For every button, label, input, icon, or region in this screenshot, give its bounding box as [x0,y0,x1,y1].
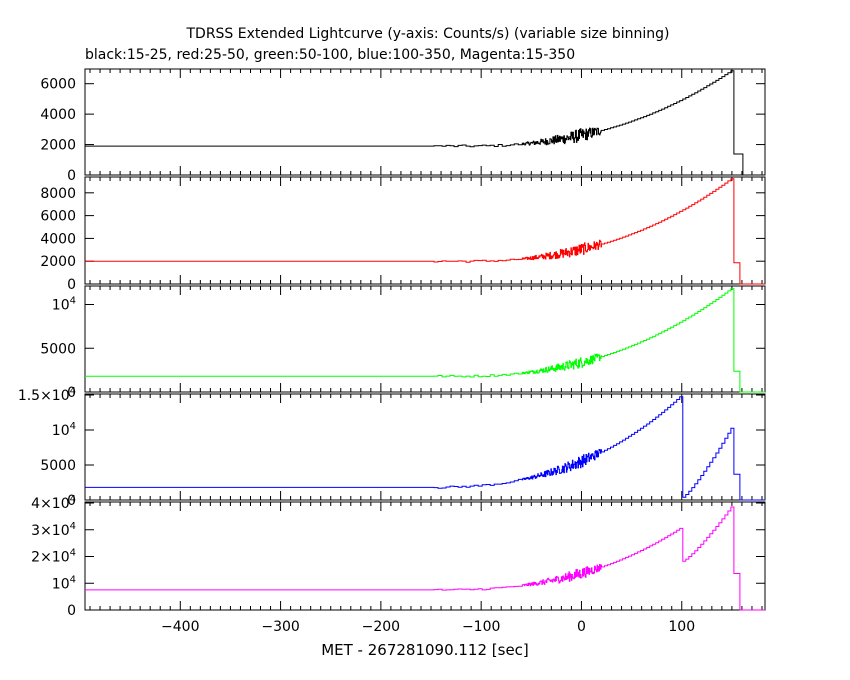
y-tick-label: 0 [67,168,76,184]
y-tick-label: 4000 [40,107,76,123]
y-tick-label: 2×104 [31,548,76,566]
panel-frame [84,285,766,393]
y-tick-label: 8000 [40,186,76,202]
y-tick-label: 104 [52,296,76,314]
y-tick-label: 6000 [40,209,76,225]
chart-subtitle: black:15-25, red:25-50, green:50-100, bl… [85,47,575,63]
panel-frame [84,176,766,285]
y-tick-label: 0 [67,277,76,293]
y-tick-label: 0 [67,385,76,401]
x-axis-label: MET - 267281090.112 [sec] [321,641,529,659]
x-tick-label: 0 [577,619,586,635]
y-tick-label: 4×104 [31,494,76,512]
x-tick-label: 100 [668,619,695,635]
x-tick-label: −300 [261,619,299,635]
panel-4: 0 5000 104 1.5×104 [18,386,766,509]
y-tick-label: 3×104 [31,521,76,539]
lightcurve-series [85,396,765,501]
panel-3: 0 5000 104 [40,285,766,401]
lightcurve-series [85,506,765,611]
x-tick-label: −100 [462,619,500,635]
y-tick-label: 0 [67,493,76,509]
panel-1: 0 2000 4000 6000 [40,68,766,184]
panel-5: 0 104 2×104 3×104 4×104 [31,494,766,619]
y-tick-label: 0 [67,603,76,619]
x-tick-label: −400 [161,619,199,635]
x-tick-label: −200 [362,619,400,635]
panel-frame [84,501,766,611]
y-tick-label: 2000 [40,254,76,270]
lightcurve-series [85,178,765,285]
panel-frame [84,68,766,176]
panel-frame [84,393,766,501]
lightcurve-series [85,70,765,176]
panel-stack: 0 2000 4000 6000 0 2000 4000 6000 8000 0 5000 104 0 5… [18,68,766,619]
y-tick-label: 104 [52,421,76,439]
x-axis: −400 −300 −200 −100 0 100 [161,619,695,635]
panel-2: 0 2000 4000 6000 8000 [40,176,766,293]
lightcurve-series [85,288,765,393]
y-tick-label: 5000 [40,458,76,474]
y-tick-label: 5000 [40,341,76,357]
y-tick-label: 1.5×104 [18,386,76,404]
y-tick-label: 104 [52,574,76,592]
y-tick-label: 2000 [40,138,76,154]
y-tick-label: 6000 [40,77,76,93]
chart-title: TDRSS Extended Lightcurve (y-axis: Count… [185,26,669,42]
y-tick-label: 4000 [40,231,76,247]
